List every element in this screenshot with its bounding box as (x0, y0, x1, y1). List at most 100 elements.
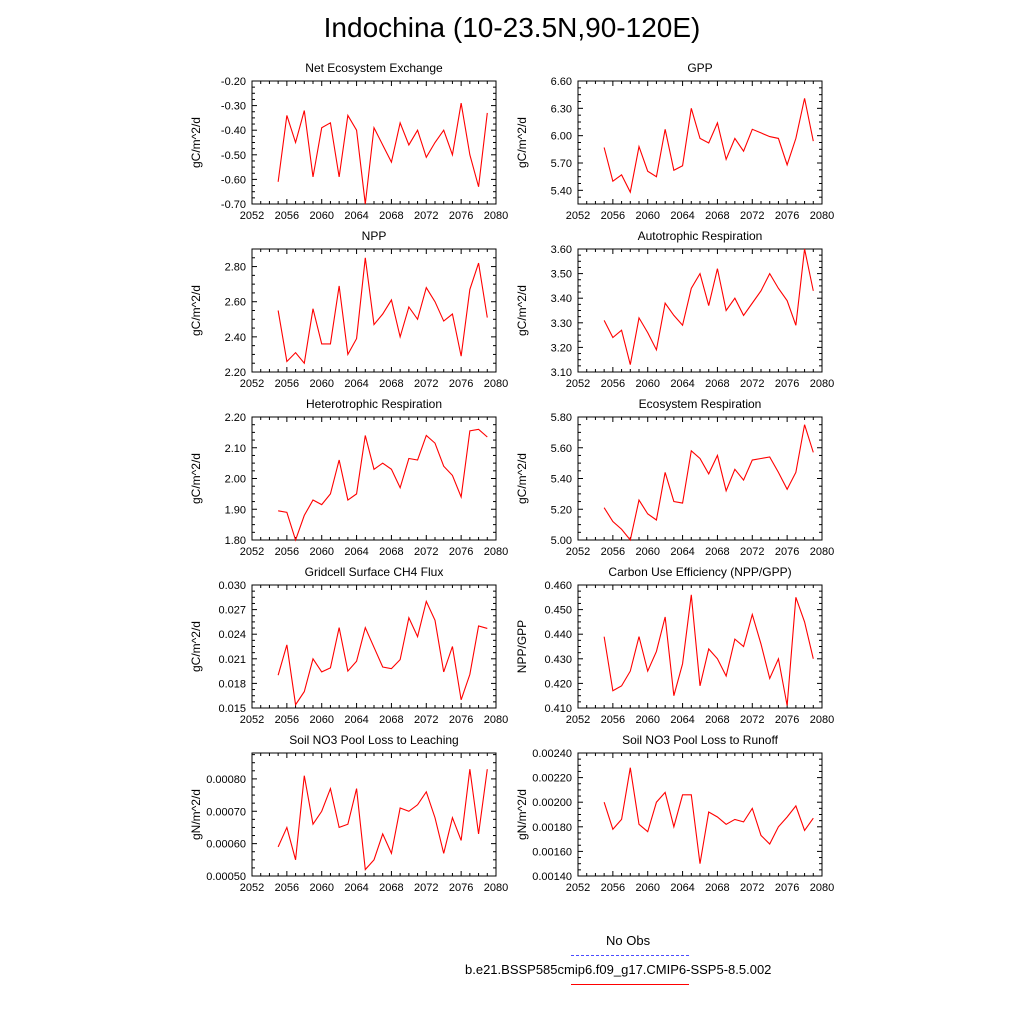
y-tick-label: 5.40 (551, 185, 572, 197)
legend-obs-line (571, 955, 689, 956)
x-tick-label: 2056 (601, 378, 625, 390)
x-tick-label: 2076 (775, 378, 799, 390)
x-tick-label: 2072 (740, 378, 764, 390)
plot-frame (577, 248, 823, 373)
chart-panel: 2052 2056 2060 2064 2068 2072 2076 2080 0.00140 0… (515, 733, 834, 894)
y-tick-label: 0.00050 (206, 871, 246, 883)
x-tick-label: 2064 (670, 882, 694, 894)
x-tick-label: 2060 (635, 378, 659, 390)
x-tick-label: 2072 (740, 210, 764, 222)
x-tick-label: 2076 (449, 546, 473, 558)
y-tick-label: 2.20 (225, 367, 246, 379)
series-line (603, 767, 814, 864)
page-title: Indochina (10-23.5N,90-120E) (323, 12, 701, 43)
x-tick-label: 2056 (601, 546, 625, 558)
chart-title: Soil NO3 Pool Loss to Leaching (289, 733, 458, 747)
y-tick-label: 3.50 (551, 269, 572, 281)
legend-model-label: b.e21.BSSP585cmip6.f09_g17.CMIP6-SSP5-8.… (465, 962, 772, 977)
x-tick-label: 2072 (414, 378, 438, 390)
y-tick-label: 2.20 (225, 412, 246, 424)
x-tick-label: 2068 (705, 882, 729, 894)
y-tick-label: 5.40 (551, 474, 572, 486)
chart-title: Carbon Use Efficiency (NPP/GPP) (608, 565, 791, 579)
chart-panel: 2052 2056 2060 2064 2068 2072 2076 2080 2.20 2.40… (189, 229, 508, 390)
x-tick-label: 2068 (705, 546, 729, 558)
x-tick-label: 2068 (379, 546, 403, 558)
x-tick-label: 2060 (309, 714, 333, 726)
x-tick-label: 2072 (740, 882, 764, 894)
x-tick-label: 2076 (449, 882, 473, 894)
x-tick-label: 2080 (484, 210, 508, 222)
y-tick-label: 0.021 (218, 654, 246, 666)
y-tick-label: 0.00070 (206, 806, 246, 818)
y-tick-label: 0.00140 (532, 871, 572, 883)
plot-frame (251, 80, 497, 205)
y-tick-label: 3.20 (551, 342, 572, 354)
y-tick-label: 1.80 (225, 535, 246, 547)
y-tick-label: 3.30 (551, 318, 572, 330)
x-tick-label: 2068 (379, 714, 403, 726)
chart-title: Gridcell Surface CH4 Flux (305, 565, 444, 579)
x-tick-label: 2052 (566, 210, 590, 222)
series-line (603, 98, 814, 194)
x-tick-label: 2060 (309, 378, 333, 390)
x-tick-label: 2064 (670, 546, 694, 558)
x-tick-label: 2056 (601, 714, 625, 726)
y-tick-label: -0.20 (221, 76, 246, 88)
chart-panel: 2052 2056 2060 2064 2068 2072 2076 2080 3.10 3.20… (515, 229, 834, 390)
y-tick-label: 0.00220 (532, 773, 572, 785)
x-tick-label: 2056 (275, 714, 299, 726)
x-tick-label: 2064 (670, 378, 694, 390)
chart-panel: 2052 2056 2060 2064 2068 2072 2076 2080 0.00050 0… (189, 733, 508, 894)
y-tick-label: -0.70 (221, 199, 246, 211)
x-tick-label: 2076 (775, 882, 799, 894)
x-tick-label: 2080 (810, 882, 834, 894)
y-tick-label: 2.40 (225, 332, 246, 344)
series-line (277, 103, 488, 205)
y-tick-label: 3.40 (551, 293, 572, 305)
x-tick-label: 2052 (566, 714, 590, 726)
x-tick-label: 2072 (414, 882, 438, 894)
y-tick-label: 5.80 (551, 412, 572, 424)
y-tick-label: 0.00060 (206, 839, 246, 851)
y-axis-label: gN/m^2/d (189, 789, 203, 840)
y-tick-label: 0.015 (218, 703, 246, 715)
plot-frame (577, 80, 823, 205)
x-tick-label: 2052 (566, 546, 590, 558)
y-tick-label: -0.40 (221, 125, 246, 137)
x-tick-label: 2072 (414, 546, 438, 558)
plot-frame (577, 416, 823, 541)
y-tick-label: 0.450 (544, 605, 572, 617)
chart-panel: 2052 2056 2060 2064 2068 2072 2076 2080 -0.70 -0.… (189, 61, 508, 222)
y-axis-label: gC/m^2/d (515, 285, 529, 336)
y-tick-label: 5.20 (551, 504, 572, 516)
x-tick-label: 2080 (484, 378, 508, 390)
x-tick-label: 2064 (344, 882, 368, 894)
y-axis-label: NPP/GPP (515, 620, 529, 673)
y-axis-label: gN/m^2/d (515, 789, 529, 840)
y-tick-label: 5.70 (551, 158, 572, 170)
y-axis-label: gC/m^2/d (515, 453, 529, 504)
x-tick-label: 2072 (414, 210, 438, 222)
x-tick-label: 2064 (344, 714, 368, 726)
x-tick-label: 2060 (635, 210, 659, 222)
y-tick-label: 0.410 (544, 703, 572, 715)
y-tick-label: 2.10 (225, 443, 246, 455)
y-tick-label: 0.00180 (532, 822, 572, 834)
x-tick-label: 2080 (810, 546, 834, 558)
y-tick-label: -0.60 (221, 174, 246, 186)
x-tick-label: 2064 (344, 546, 368, 558)
y-tick-label: 0.440 (544, 629, 572, 641)
chart-title: Heterotrophic Respiration (306, 397, 442, 411)
y-axis-label: gC/m^2/d (515, 117, 529, 168)
x-tick-label: 2056 (275, 210, 299, 222)
y-tick-label: 3.60 (551, 244, 572, 256)
chart-title: Net Ecosystem Exchange (305, 61, 443, 75)
y-tick-label: -0.30 (221, 101, 246, 113)
x-tick-label: 2068 (705, 210, 729, 222)
y-tick-label: -0.50 (221, 150, 246, 162)
x-tick-label: 2068 (379, 378, 403, 390)
plot-frame (251, 752, 497, 877)
x-tick-label: 2052 (240, 378, 264, 390)
